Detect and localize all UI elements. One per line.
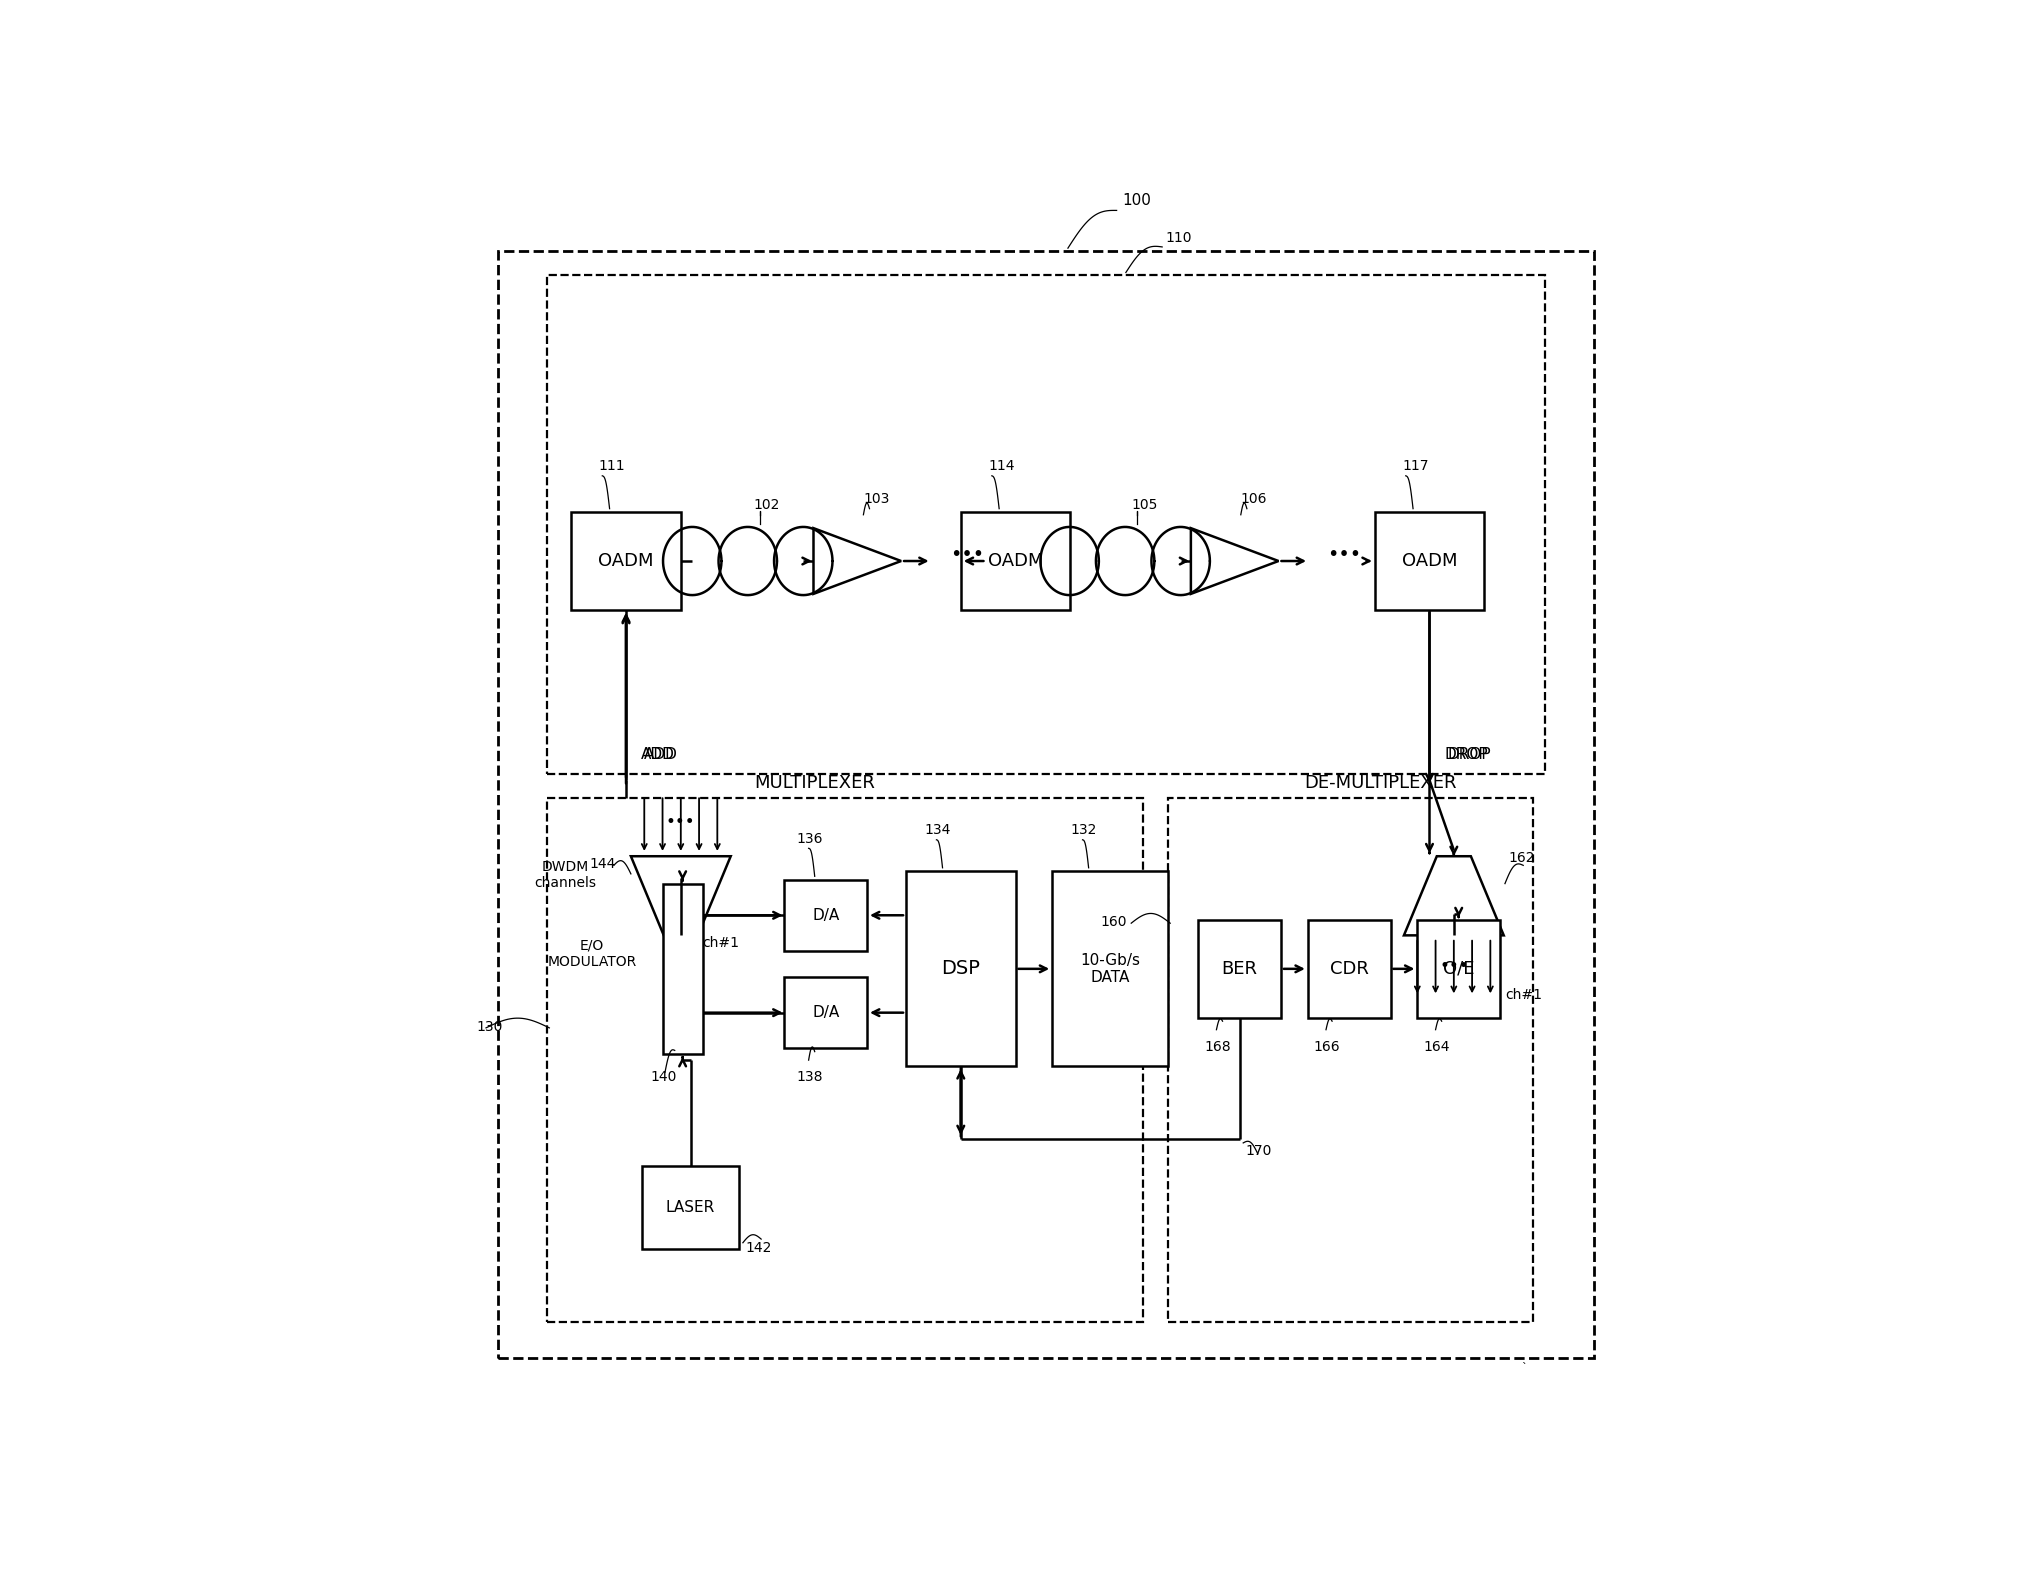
- Text: OADM: OADM: [598, 552, 653, 571]
- Bar: [906, 871, 1016, 1066]
- Text: BER: BER: [1223, 960, 1257, 977]
- Text: ch#1: ch#1: [1504, 988, 1541, 1002]
- Text: 102: 102: [753, 498, 780, 512]
- Text: •••: •••: [1327, 545, 1361, 564]
- Text: D/A: D/A: [812, 907, 839, 923]
- Bar: [1198, 920, 1282, 1018]
- Text: ADD: ADD: [641, 746, 674, 762]
- Bar: [784, 977, 867, 1048]
- Text: D/A: D/A: [812, 1006, 839, 1020]
- Text: DE-MULTIPLEXER: DE-MULTIPLEXER: [1304, 775, 1457, 792]
- Text: DWDM
channels: DWDM channels: [535, 860, 596, 890]
- Text: •••: •••: [1439, 957, 1470, 975]
- Text: LASER: LASER: [665, 1200, 714, 1214]
- Text: OADM: OADM: [1402, 552, 1457, 571]
- Text: 103: 103: [863, 492, 890, 506]
- Text: DROP: DROP: [1445, 746, 1488, 762]
- Text: 166: 166: [1314, 1040, 1341, 1055]
- Text: 106: 106: [1241, 492, 1267, 506]
- Bar: [784, 881, 867, 950]
- Text: DROP: DROP: [1447, 746, 1492, 762]
- Text: 170: 170: [1245, 1143, 1272, 1157]
- Text: ch#1: ch#1: [702, 936, 739, 950]
- Text: 100: 100: [1123, 193, 1151, 209]
- Text: 138: 138: [796, 1070, 823, 1085]
- Bar: [571, 512, 682, 610]
- Text: 164: 164: [1423, 1040, 1449, 1055]
- Text: 134: 134: [925, 824, 951, 838]
- Bar: [1167, 798, 1533, 1322]
- Bar: [961, 512, 1069, 610]
- Bar: [641, 1167, 739, 1249]
- Text: 130: 130: [476, 1020, 502, 1034]
- Text: •••: •••: [665, 813, 696, 832]
- Text: 114: 114: [988, 460, 1014, 473]
- Bar: [547, 798, 1143, 1322]
- Text: CDR: CDR: [1329, 960, 1370, 977]
- Text: 110: 110: [1165, 231, 1192, 245]
- Text: 168: 168: [1204, 1040, 1231, 1055]
- Text: 162: 162: [1508, 851, 1535, 865]
- Bar: [1308, 920, 1390, 1018]
- Text: 117: 117: [1402, 460, 1429, 473]
- Text: MULTIPLEXER: MULTIPLEXER: [755, 775, 876, 792]
- Text: OADM: OADM: [988, 552, 1043, 571]
- Text: O/E: O/E: [1443, 960, 1474, 977]
- Text: •••: •••: [949, 545, 984, 564]
- Text: 105: 105: [1131, 498, 1157, 512]
- Text: 111: 111: [598, 460, 625, 473]
- Bar: [1376, 512, 1484, 610]
- Text: 132: 132: [1069, 824, 1096, 838]
- Text: 142: 142: [745, 1241, 771, 1255]
- Bar: [547, 275, 1545, 775]
- Text: 10-Gb/s
DATA: 10-Gb/s DATA: [1080, 953, 1141, 985]
- Bar: [663, 884, 702, 1055]
- Text: ADD: ADD: [645, 746, 678, 762]
- Text: DSP: DSP: [941, 960, 980, 979]
- Text: 136: 136: [796, 832, 823, 846]
- Bar: [1416, 920, 1500, 1018]
- Text: E/O
MODULATOR: E/O MODULATOR: [547, 939, 637, 969]
- Text: 144: 144: [590, 857, 616, 871]
- Text: `: `: [1521, 1363, 1527, 1372]
- Bar: [1051, 871, 1167, 1066]
- Text: 140: 140: [651, 1070, 678, 1085]
- Text: 160: 160: [1100, 915, 1127, 930]
